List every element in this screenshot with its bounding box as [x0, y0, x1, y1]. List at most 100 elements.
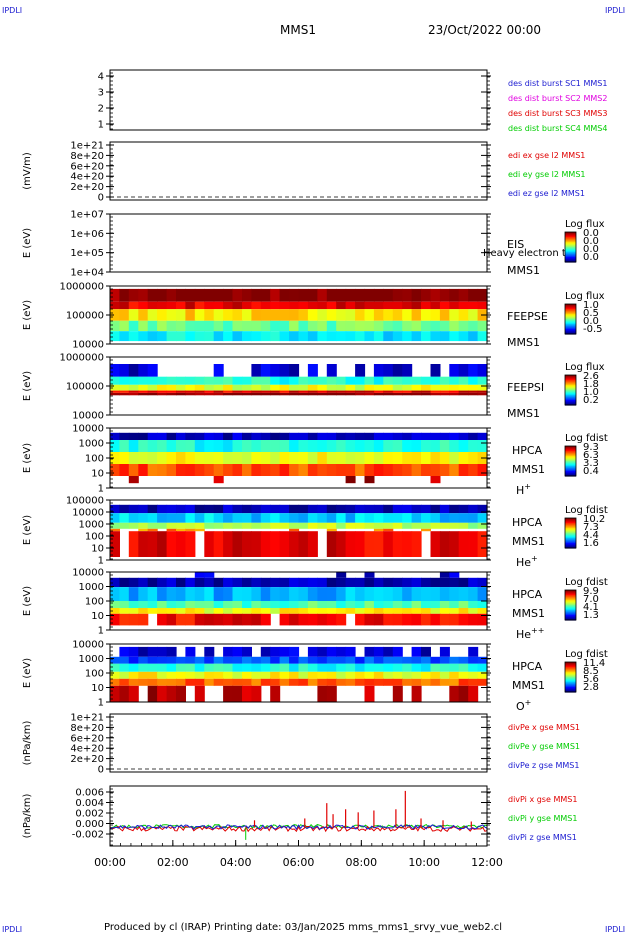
- heatmap-cell: [336, 376, 347, 385]
- legend-entry: edi ex gse l2 MMS1: [508, 151, 585, 160]
- heatmap-cell: [345, 309, 356, 321]
- heatmap-cell: [204, 384, 215, 391]
- colorbar-step: [565, 242, 576, 244]
- colorbar-title: Log fdist: [565, 577, 608, 588]
- heatmap-cell: [270, 656, 281, 664]
- colorbar-step: [565, 533, 576, 535]
- legend-entry: edi ey gse l2 MMS1: [508, 170, 586, 179]
- heatmap-cell: [223, 613, 234, 626]
- heatmap-cell: [270, 685, 281, 702]
- heatmap-cell: [185, 671, 196, 679]
- heatmap-cell: [157, 432, 168, 440]
- heatmap-cell: [166, 531, 177, 557]
- heatmap-cell: [166, 613, 177, 626]
- heatmap-cell: [270, 663, 281, 672]
- heatmap-cell: [194, 440, 205, 452]
- heatmap-cell: [421, 376, 431, 385]
- heatmap-cell: [355, 522, 366, 529]
- colorbar-step: [565, 687, 576, 689]
- heatmap-cell: [270, 309, 281, 321]
- heatmap-cell: [383, 671, 394, 679]
- heatmap-cell: [119, 384, 130, 391]
- heatmap-cell: [468, 577, 479, 588]
- heatmap-cell: [402, 384, 413, 391]
- heatmap-cell: [392, 393, 403, 396]
- heatmap-cell: [194, 678, 205, 686]
- heatmap-cell: [251, 678, 262, 686]
- heatmap-cell: [185, 528, 196, 532]
- heatmap-cell: [270, 331, 281, 342]
- minor-ticks: [110, 788, 490, 846]
- heatmap-cell: [166, 288, 177, 302]
- heatmap-cell: [392, 376, 403, 385]
- heatmap-cell: [128, 671, 139, 679]
- heatmap-cell: [477, 301, 488, 310]
- heatmap-cell: [194, 331, 205, 342]
- heatmap-cell: [128, 364, 139, 377]
- heatmap-cell: [147, 464, 158, 476]
- heatmap-cell: [364, 331, 375, 342]
- heatmap-cell: [373, 301, 384, 310]
- colorbar-step: [565, 447, 576, 450]
- heatmap-cell: [439, 301, 450, 310]
- y-axis-label: E (eV): [22, 300, 33, 330]
- colorbar-step: [565, 402, 576, 405]
- colorbar-step: [565, 456, 576, 458]
- heatmap-cell: [392, 390, 403, 393]
- heatmap-cell: [119, 393, 130, 396]
- heatmap-cell: [157, 390, 168, 393]
- heatmap-cell: [355, 513, 366, 523]
- heatmap-cell: [345, 522, 356, 529]
- heatmap-cell: [279, 301, 290, 310]
- heatmap-cell: [449, 577, 460, 588]
- heatmap-cell: [477, 656, 488, 664]
- heatmap-cell: [392, 646, 403, 657]
- heatmap-cell: [166, 432, 177, 440]
- minor-ticks: [110, 716, 490, 770]
- colorbar-step: [565, 253, 576, 256]
- heatmap-cell: [289, 464, 300, 476]
- heatmap-cell: [110, 531, 120, 557]
- heatmap-cell: [364, 513, 375, 523]
- colorbar-step: [565, 330, 576, 333]
- heatmap-cell: [439, 384, 450, 391]
- colorbar-step: [565, 607, 576, 610]
- heatmap-cell: [355, 390, 366, 393]
- heatmap-cell: [176, 522, 186, 529]
- heatmap-cell: [383, 452, 394, 464]
- heatmap-cell: [307, 384, 318, 391]
- heatmap-cell: [458, 384, 469, 391]
- heatmap-cell: [364, 504, 375, 514]
- heatmap-cell: [128, 301, 139, 310]
- heatmap-cell: [411, 504, 422, 514]
- colorbar-tick-label: 0.0: [583, 228, 599, 239]
- legend-entry: divPe y gse MMS1: [508, 742, 580, 751]
- heatmap-cell: [468, 601, 479, 608]
- heatmap-cell: [345, 531, 356, 557]
- heatmap-cell: [326, 393, 337, 396]
- heatmap-cell: [477, 663, 488, 672]
- heatmap-cell: [373, 656, 384, 664]
- heatmap-cell: [260, 656, 271, 664]
- colorbar-step: [565, 540, 576, 543]
- heatmap-cell: [260, 432, 271, 440]
- heatmap-cell: [232, 464, 243, 476]
- heatmap-cell: [119, 364, 130, 377]
- heatmap-cell: [373, 432, 384, 440]
- colorbar-step: [565, 617, 576, 620]
- heatmap-cell: [289, 376, 300, 385]
- heatmap-cell: [185, 301, 196, 310]
- heatmap-cell: [336, 577, 347, 588]
- heatmap-cell: [279, 587, 290, 601]
- heatmap-cell: [392, 522, 403, 529]
- heatmap-cell: [421, 393, 431, 396]
- heatmap-cell: [128, 608, 139, 614]
- corner-label-bottom-left: IPDLI: [2, 925, 22, 934]
- heatmap-cell: [260, 393, 271, 396]
- heatmap-cell: [402, 432, 413, 440]
- heatmap-cell: [185, 464, 196, 476]
- heatmap-cell: [147, 685, 158, 702]
- heatmap-cell: [326, 685, 337, 702]
- heatmap-cell: [289, 320, 300, 332]
